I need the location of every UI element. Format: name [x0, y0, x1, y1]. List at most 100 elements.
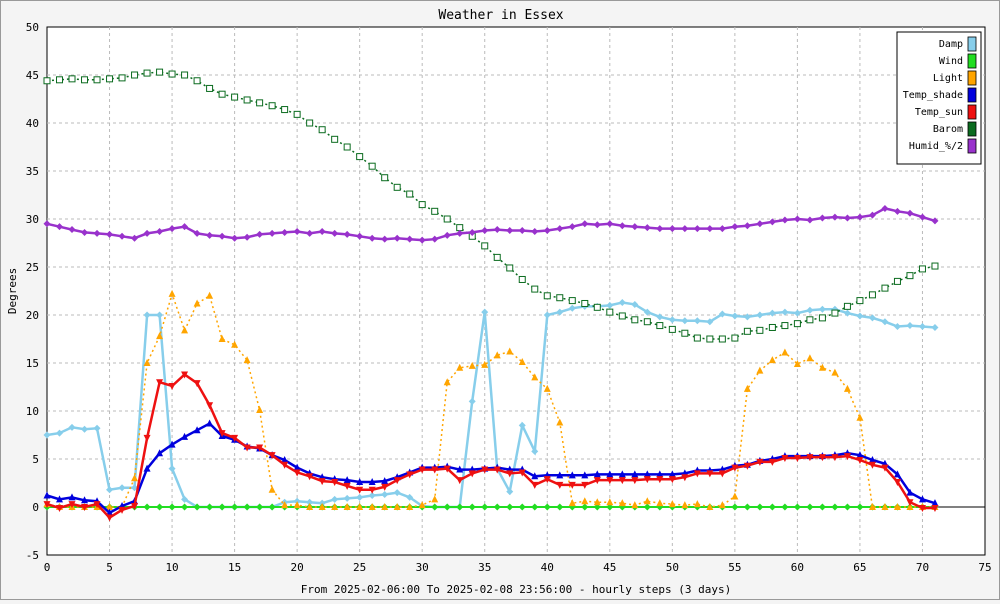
data-point-light: [406, 503, 414, 510]
data-point-temp-sun: [118, 506, 126, 514]
data-point-light: [381, 503, 389, 510]
data-point-wind: [731, 503, 739, 511]
data-point-damp: [768, 309, 776, 317]
data-point-temp-sun: [606, 477, 614, 485]
data-point-temp-sun: [731, 464, 739, 472]
y-tick-label: 20: [26, 309, 39, 322]
data-point-light: [418, 501, 426, 509]
data-point-light: [318, 503, 326, 510]
x-tick-label: 0: [44, 561, 51, 574]
data-point-wind: [831, 503, 839, 511]
data-point-humid-2: [506, 227, 514, 235]
data-point-barom: [781, 322, 789, 330]
data-point-humid-2: [556, 225, 564, 233]
data-point-barom: [456, 224, 464, 232]
data-point-light: [306, 503, 314, 510]
data-point-temp-sun: [906, 499, 914, 507]
data-point-temp-shade: [281, 455, 289, 463]
data-point-light: [756, 366, 764, 374]
data-point-temp-sun: [868, 461, 876, 469]
data-point-barom: [593, 303, 601, 311]
data-point-humid-2: [443, 231, 451, 239]
data-point-temp-shade: [143, 464, 151, 472]
data-point-temp-shade: [193, 426, 201, 434]
data-point-barom: [793, 320, 801, 328]
data-point-humid-2: [831, 213, 839, 221]
data-point-light: [431, 495, 439, 503]
data-point-barom: [218, 90, 226, 98]
data-point-temp-sun: [793, 455, 801, 463]
data-point-temp-shade: [606, 470, 614, 478]
data-point-light: [193, 299, 201, 307]
y-tick-label: 15: [26, 357, 39, 370]
data-point-light: [393, 503, 401, 510]
legend-label-humid-2: Humid_%/2: [909, 141, 963, 152]
data-point-humid-2: [481, 227, 489, 235]
data-point-temp-sun: [668, 476, 676, 484]
data-point-temp-sun: [306, 473, 314, 481]
data-point-temp-sun: [318, 478, 326, 486]
legend-label-damp: Damp: [939, 39, 963, 50]
data-point-humid-2: [731, 223, 739, 231]
data-point-temp-sun: [593, 477, 601, 485]
y-tick-label: 40: [26, 117, 39, 130]
data-point-barom: [906, 272, 914, 280]
data-point-temp-sun: [468, 470, 476, 478]
data-point-wind: [768, 503, 776, 511]
data-point-barom: [518, 275, 526, 283]
data-point-damp: [781, 308, 789, 316]
data-point-light: [256, 406, 264, 414]
data-point-wind: [856, 503, 864, 511]
y-tick-label: 10: [26, 405, 39, 418]
data-point-temp-sun: [168, 383, 176, 391]
data-point-damp: [181, 495, 189, 503]
data-point-damp: [618, 299, 626, 307]
legend-label-light: Light: [933, 73, 963, 84]
data-point-temp-sun: [68, 501, 76, 509]
data-point-barom: [606, 308, 614, 316]
data-point-damp: [506, 488, 514, 496]
data-point-temp-sun: [818, 454, 826, 462]
data-point-wind: [218, 503, 226, 511]
data-point-temp-sun: [368, 486, 376, 494]
data-point-damp: [543, 311, 551, 319]
data-point-temp-sun: [918, 504, 926, 512]
x-tick-label: 60: [791, 561, 804, 574]
data-point-light: [106, 503, 114, 510]
data-point-humid-2: [331, 229, 339, 237]
data-point-humid-2: [806, 216, 814, 224]
data-point-barom: [743, 327, 751, 335]
data-point-light: [668, 500, 676, 508]
data-point-barom: [681, 329, 689, 337]
data-point-barom: [756, 326, 764, 334]
data-point-light: [681, 501, 689, 509]
data-point-temp-shade: [931, 499, 939, 507]
data-point-wind: [256, 503, 264, 511]
data-point-humid-2: [368, 234, 376, 242]
data-point-temp-sun: [831, 454, 839, 462]
data-point-wind: [268, 503, 276, 511]
chart-title: Weather in Essex: [438, 8, 563, 23]
data-point-light: [731, 492, 739, 500]
legend-swatch-light: [967, 70, 977, 86]
data-point-wind: [168, 503, 176, 511]
data-point-barom: [531, 285, 539, 293]
data-point-humid-2: [581, 220, 589, 228]
data-point-humid-2: [456, 229, 464, 237]
data-point-temp-sun: [856, 456, 864, 464]
data-point-humid-2: [243, 233, 251, 241]
data-point-barom: [843, 302, 851, 310]
data-point-barom: [356, 153, 364, 161]
data-point-humid-2: [843, 214, 851, 222]
data-point-light: [831, 368, 839, 376]
data-point-barom: [506, 264, 514, 272]
data-point-barom: [143, 69, 151, 77]
data-point-barom: [406, 190, 414, 198]
data-point-temp-sun: [693, 470, 701, 478]
data-point-barom: [93, 76, 101, 84]
data-point-light: [206, 291, 214, 299]
data-point-humid-2: [668, 225, 676, 233]
data-point-temp-sun: [206, 402, 214, 410]
data-point-damp: [843, 309, 851, 317]
data-point-temp-shade: [356, 478, 364, 486]
